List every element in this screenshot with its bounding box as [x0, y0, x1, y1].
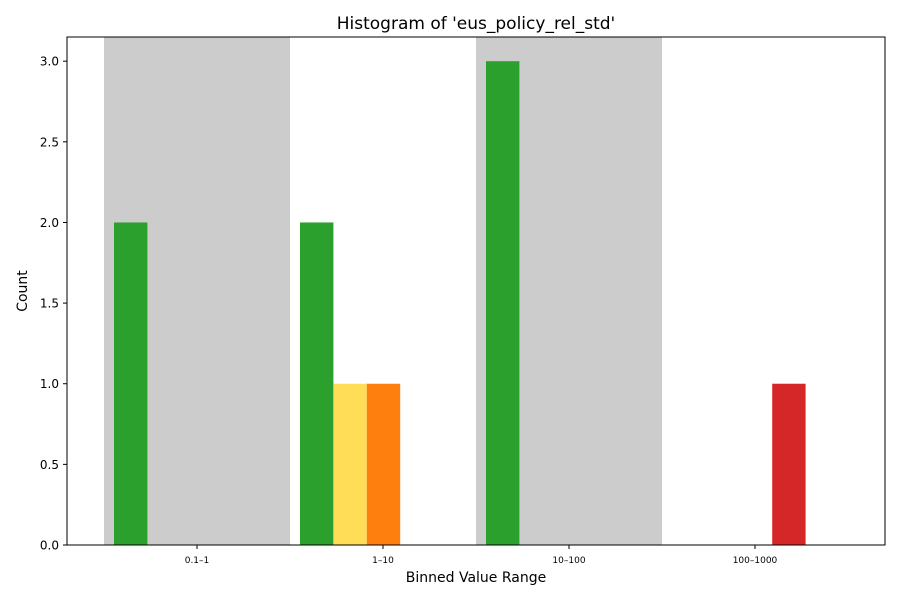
y-tick-label: 3.0 — [40, 55, 59, 69]
bar-0-0 — [114, 222, 148, 545]
y-tick-label: 0.0 — [40, 539, 59, 553]
y-axis: 0.0 0.5 1.0 1.5 2.0 2.5 3.0 — [40, 55, 67, 553]
bars — [114, 61, 806, 545]
x-axis: 0.1–1 1–10 10–100 100–1000 — [185, 545, 778, 566]
bar-1-2 — [366, 383, 401, 545]
bar-1-1 — [333, 383, 367, 545]
plot-frame — [66, 36, 886, 546]
x-tick-label: 0.1–1 — [185, 556, 210, 566]
y-tick-label: 1.0 — [40, 377, 59, 391]
y-tick-label: 0.5 — [40, 458, 59, 472]
x-tick-label: 100–1000 — [733, 556, 778, 566]
y-tick-label: 1.5 — [40, 297, 59, 311]
bar-3-3 — [772, 383, 806, 545]
y-tick-label: 2.0 — [40, 216, 59, 230]
x-axis-label: Binned Value Range — [406, 570, 546, 586]
x-tick-label: 1–10 — [372, 556, 394, 566]
y-tick-label: 2.5 — [40, 135, 59, 149]
y-axis-label: Count — [15, 270, 31, 312]
x-tick-label: 10–100 — [552, 556, 585, 566]
chart-title: Histogram of 'eus_policy_rel_std' — [337, 14, 615, 34]
bar-1-0 — [300, 222, 334, 545]
bar-2-0 — [486, 61, 520, 545]
